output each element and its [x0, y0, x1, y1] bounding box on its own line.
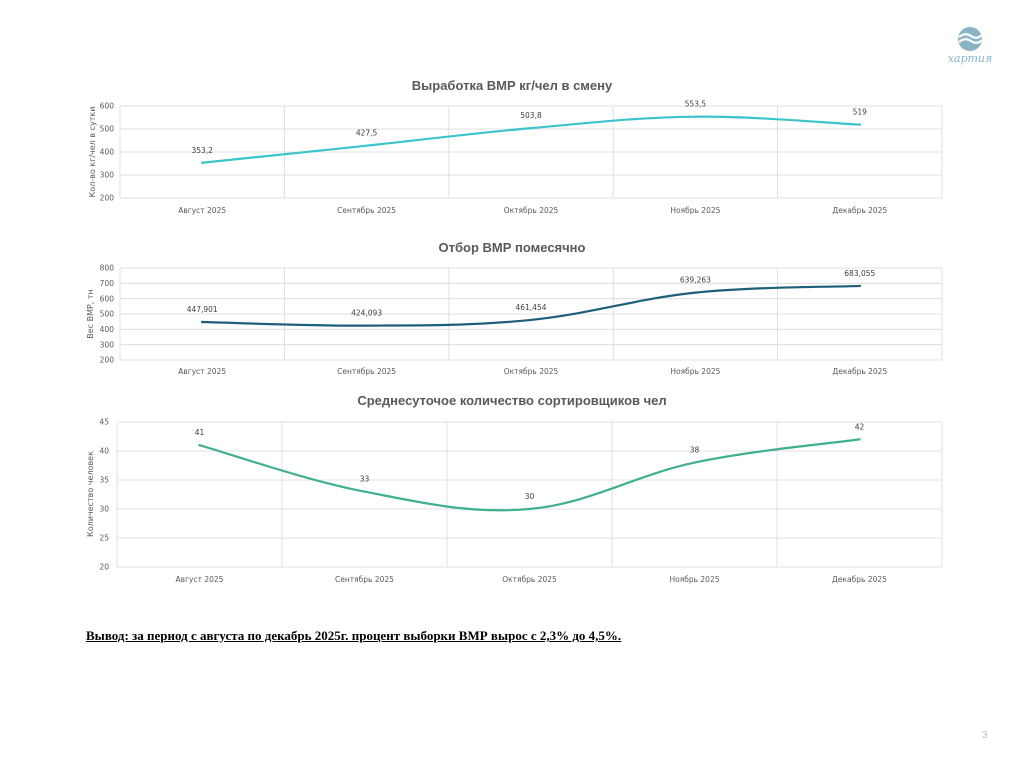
data-point [858, 438, 861, 441]
data-point [529, 318, 533, 322]
y-axis-label: Кол-во кг/чел в сутки [88, 107, 97, 198]
y-tick-label: 45 [99, 418, 109, 427]
x-tick-label: Декабрь 2025 [832, 575, 887, 584]
x-tick-label: Сентябрь 2025 [337, 206, 396, 215]
y-tick-label: 600 [100, 294, 115, 303]
data-label: 639,263 [680, 276, 711, 285]
x-tick-label: Декабрь 2025 [832, 206, 887, 215]
data-point [858, 123, 861, 126]
x-tick-label: Октябрь 2025 [502, 575, 557, 584]
x-tick-label: Ноябрь 2025 [670, 206, 720, 215]
x-tick-label: Октябрь 2025 [504, 367, 559, 376]
x-tick-label: Август 2025 [178, 206, 226, 215]
y-axis-label: Количество человек [86, 451, 95, 537]
data-point [365, 324, 368, 327]
x-tick-label: Август 2025 [178, 367, 226, 376]
data-point [694, 291, 697, 294]
data-point [365, 144, 368, 147]
y-tick-label: 400 [100, 148, 115, 157]
data-label: 42 [855, 422, 865, 431]
data-point [201, 320, 204, 324]
y-tick-label: 300 [100, 340, 115, 349]
data-label: 503,8 [520, 111, 542, 120]
data-label: 683,055 [844, 269, 875, 278]
logo-text: хартия [947, 52, 993, 65]
x-tick-label: Ноябрь 2025 [670, 367, 720, 376]
y-tick-label: 700 [100, 279, 115, 288]
chart-title: Отбор ВМР помесячно [439, 240, 586, 255]
data-point [201, 161, 204, 164]
y-tick-label: 35 [99, 476, 109, 485]
y-tick-label: 600 [100, 102, 115, 111]
data-label: 30 [525, 492, 535, 501]
x-tick-label: Декабрь 2025 [832, 367, 887, 376]
page-number: 3 [982, 730, 988, 741]
data-label: 38 [690, 446, 700, 455]
conclusion-text: Вывод: за период с августа по декабрь 20… [86, 628, 622, 643]
chart-output-per-person: Выработка ВМР кг/чел в смену Кол-во кг/ч… [88, 78, 943, 215]
y-tick-label: 800 [100, 264, 115, 273]
data-label: 353,2 [191, 146, 213, 155]
x-tick-label: Сентябрь 2025 [335, 575, 394, 584]
x-tick-label: Ноябрь 2025 [669, 575, 719, 584]
y-tick-label: 30 [99, 505, 109, 514]
data-point [693, 461, 696, 464]
x-tick-label: Август 2025 [176, 575, 224, 584]
data-label: 424,093 [351, 309, 382, 318]
data-point [694, 115, 697, 118]
data-label: 519 [853, 108, 868, 117]
x-tick-label: Сентябрь 2025 [337, 367, 396, 376]
data-label: 33 [360, 475, 370, 484]
y-tick-label: 400 [100, 325, 115, 334]
y-tick-label: 20 [99, 563, 109, 572]
y-tick-label: 200 [100, 194, 115, 203]
chart-daily-sorters: Среднесуточое количество сортировщиков ч… [86, 393, 943, 584]
chart-monthly-collection: Отбор ВМР помесячно Вес ВМР, тн 200 300 40… [86, 240, 943, 376]
y-tick-label: 200 [100, 356, 115, 365]
y-axis-label: Вес ВМР, тн [86, 289, 95, 339]
data-point [529, 126, 533, 130]
data-label: 41 [195, 428, 205, 437]
y-tick-label: 500 [100, 310, 115, 319]
hartiya-logo [958, 27, 983, 51]
y-tick-label: 40 [99, 447, 109, 456]
data-point [528, 507, 531, 511]
chart-title: Выработка ВМР кг/чел в смену [412, 78, 613, 93]
data-label: 427,5 [356, 129, 378, 138]
y-tick-label: 300 [100, 171, 115, 180]
data-point [198, 444, 201, 447]
data-point [858, 284, 861, 288]
data-point [363, 490, 366, 493]
x-tick-label: Октябрь 2025 [504, 206, 559, 215]
series-line [201, 115, 861, 164]
chart-title: Среднесуточое количество сортировщиков ч… [357, 393, 666, 408]
y-tick-label: 25 [99, 534, 109, 543]
data-label: 553,5 [685, 100, 707, 109]
data-label: 461,454 [515, 303, 546, 312]
data-label: 447,901 [187, 305, 218, 314]
y-tick-label: 500 [100, 125, 115, 134]
